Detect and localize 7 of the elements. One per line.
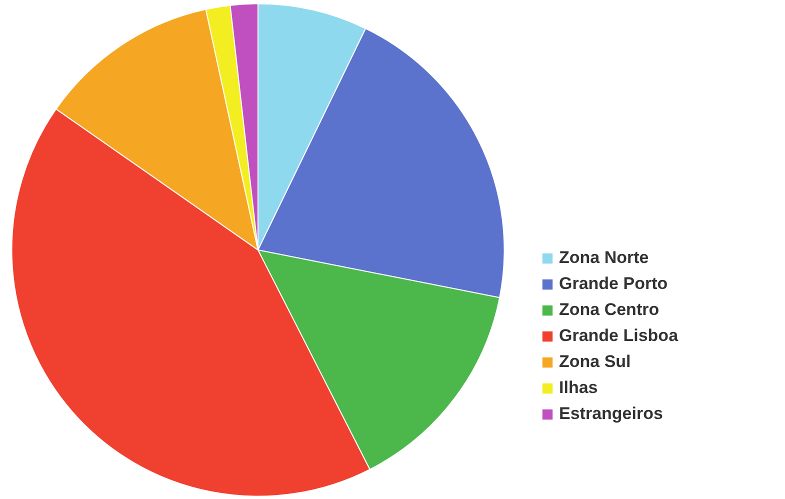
legend-label: Zona Sul — [559, 352, 631, 372]
legend-label: Grande Lisboa — [559, 326, 678, 346]
legend-label: Zona Centro — [559, 300, 660, 320]
legend-label: Estrangeiros — [559, 404, 663, 424]
legend-label: Grande Porto — [559, 274, 668, 294]
legend-label: Ilhas — [559, 378, 598, 398]
legend-label: Zona Norte — [559, 248, 649, 268]
